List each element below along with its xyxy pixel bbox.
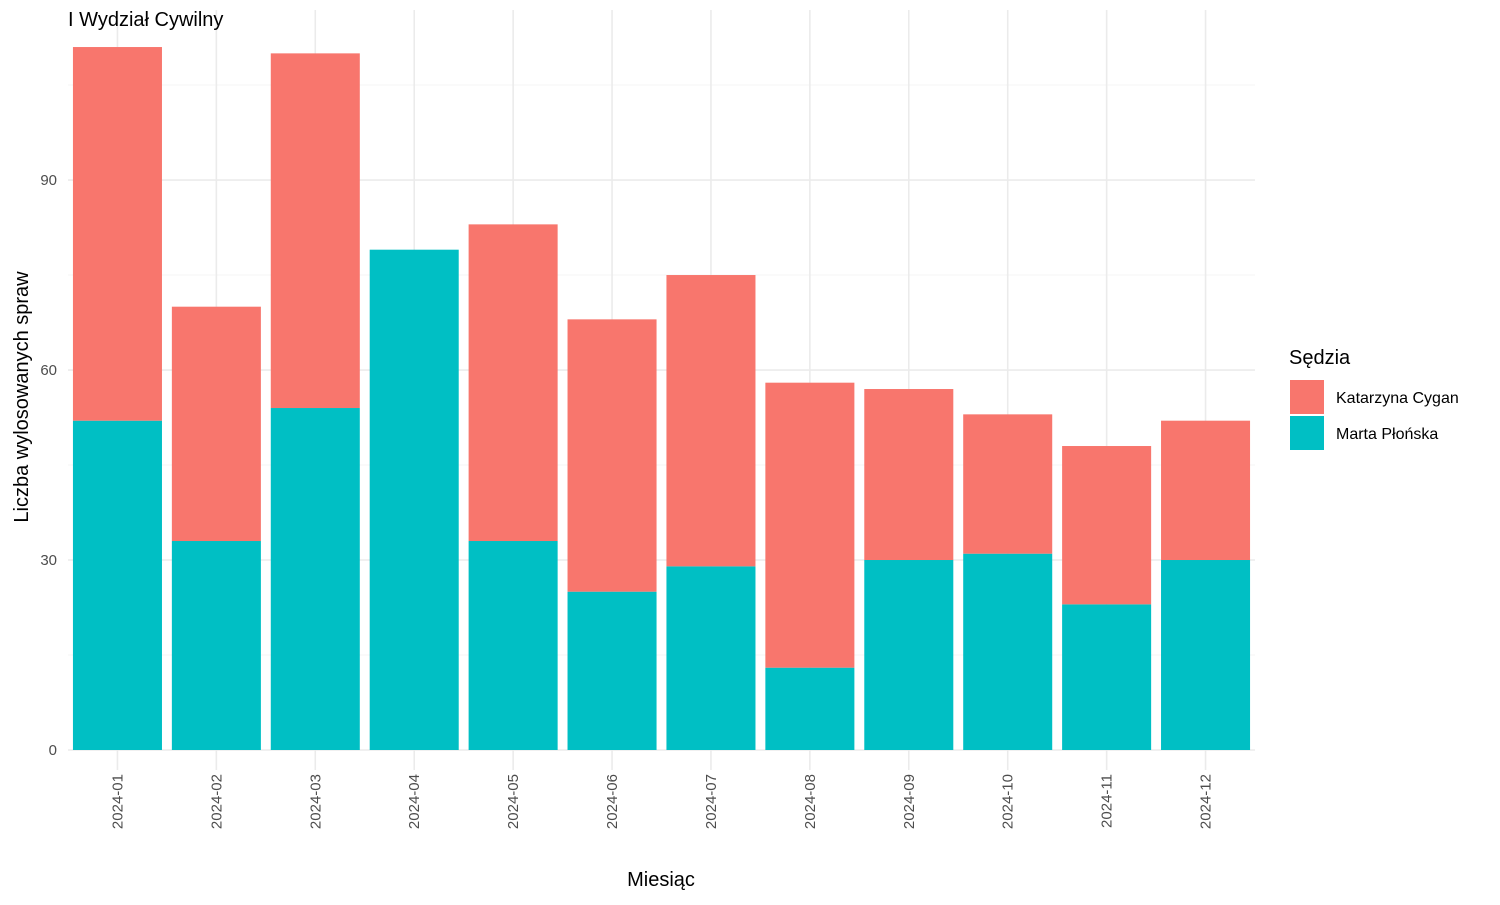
y-tick-label: 60 bbox=[40, 362, 57, 379]
bar-segment-marta-plonska bbox=[1161, 560, 1251, 750]
bar-segment-marta-plonska bbox=[270, 408, 360, 750]
y-tick-label: 90 bbox=[40, 172, 57, 189]
legend: Sędzia Katarzyna Cygan Marta Płońska bbox=[1289, 347, 1459, 450]
bar-segment-marta-plonska bbox=[666, 566, 756, 750]
x-tick-label: 2024-11 bbox=[1099, 774, 1116, 828]
bar-segment-marta-plonska bbox=[963, 553, 1053, 750]
x-tick-label: 2024-08 bbox=[802, 774, 819, 829]
legend-title: Sędzia bbox=[1289, 347, 1351, 369]
x-tick-label: 2024-01 bbox=[109, 774, 126, 829]
bars-layer bbox=[72, 47, 1251, 750]
x-tick-label: 2024-10 bbox=[1000, 774, 1017, 829]
bar-segment-katarzyna-cygan bbox=[1062, 446, 1152, 605]
bar-segment-katarzyna-cygan bbox=[864, 389, 954, 561]
bar-segment-katarzyna-cygan bbox=[270, 53, 360, 409]
bar-segment-katarzyna-cygan bbox=[468, 224, 558, 542]
y-axis-title: Liczba wylosowanych spraw bbox=[11, 271, 33, 523]
x-tick-label: 2024-02 bbox=[208, 774, 225, 829]
chart-title: I Wydział Cywilny bbox=[68, 9, 223, 31]
legend-key bbox=[1290, 380, 1324, 414]
bar-segment-marta-plonska bbox=[765, 667, 855, 750]
x-tick-label: 2024-09 bbox=[901, 774, 918, 829]
bar-segment-marta-plonska bbox=[468, 541, 558, 750]
legend-label: Marta Płońska bbox=[1336, 426, 1438, 443]
bar-segment-marta-plonska bbox=[171, 541, 261, 750]
legend-label: Katarzyna Cygan bbox=[1336, 390, 1459, 407]
bar-segment-katarzyna-cygan bbox=[1161, 420, 1251, 561]
bar-segment-katarzyna-cygan bbox=[567, 319, 657, 592]
bar-segment-marta-plonska bbox=[1062, 604, 1152, 750]
bar-segment-marta-plonska bbox=[567, 591, 657, 750]
bar-segment-katarzyna-cygan bbox=[666, 275, 756, 567]
legend-key bbox=[1290, 416, 1324, 450]
bar-segment-katarzyna-cygan bbox=[765, 382, 855, 668]
bar-segment-marta-plonska bbox=[72, 420, 162, 750]
bar-segment-marta-plonska bbox=[864, 560, 954, 750]
ticks-layer: 0 30 60 90 2024-01 2024-02 2024-03 2024-04 2024-… bbox=[40, 172, 1214, 829]
legend-items: Katarzyna Cygan Marta Płońska bbox=[1290, 380, 1459, 450]
x-tick-label: 2024-06 bbox=[604, 774, 621, 829]
x-axis-title: Miesiąc bbox=[627, 869, 695, 891]
x-tick-label: 2024-07 bbox=[703, 774, 720, 829]
y-tick-label: 0 bbox=[49, 742, 57, 759]
x-tick-label: 2024-03 bbox=[307, 774, 324, 829]
bar-segment-katarzyna-cygan bbox=[171, 306, 261, 542]
x-tick-label: 2024-04 bbox=[406, 774, 423, 829]
bar-segment-katarzyna-cygan bbox=[963, 414, 1053, 554]
x-tick-label: 2024-05 bbox=[505, 774, 522, 829]
x-tick-label: 2024-12 bbox=[1198, 774, 1215, 829]
bar-segment-katarzyna-cygan bbox=[72, 47, 162, 421]
bar-segment-marta-plonska bbox=[369, 249, 459, 750]
y-tick-label: 30 bbox=[40, 552, 57, 569]
